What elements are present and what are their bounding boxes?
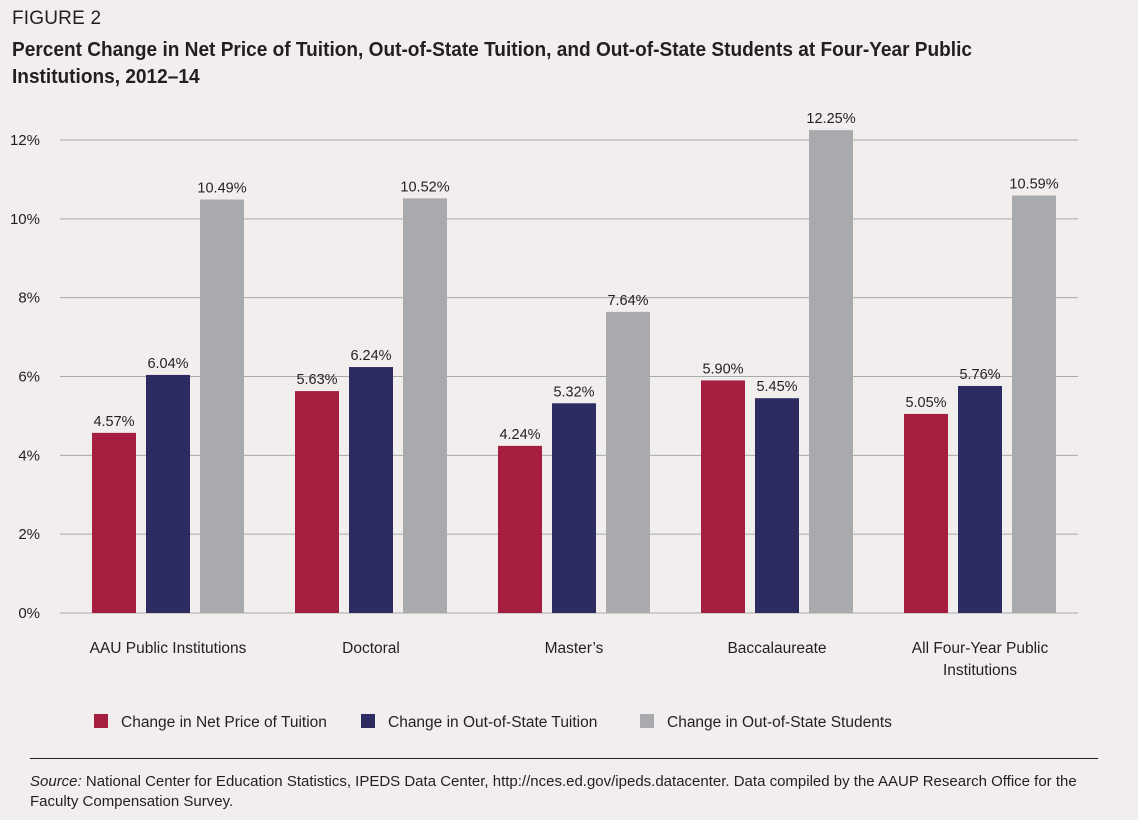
legend-label: Change in Net Price of Tuition: [121, 714, 327, 731]
data-label: 10.49%: [197, 181, 246, 197]
bar: [701, 380, 745, 613]
x-category-label: Baccalaureate: [727, 640, 826, 657]
source-text: National Center for Education Statistics…: [30, 773, 1077, 810]
bar: [349, 367, 393, 613]
y-tick-label: 10%: [10, 211, 40, 228]
source-lead: Source:: [30, 773, 82, 790]
bar: [552, 403, 596, 613]
x-category-label: AAU Public Institutions: [90, 640, 247, 657]
legend-swatch: [640, 714, 654, 728]
divider-rule: [30, 758, 1098, 759]
y-tick-label: 2%: [18, 526, 40, 543]
legend-label: Change in Out-of-State Students: [667, 714, 892, 731]
legend: Change in Net Price of Tuition Change in …: [94, 714, 892, 731]
bar: [958, 385, 1002, 613]
data-label: 10.52%: [400, 179, 449, 195]
y-tick-label: 4%: [18, 447, 40, 464]
data-label: 5.32%: [553, 384, 594, 400]
bar: [92, 432, 136, 613]
data-label: 5.76%: [959, 367, 1000, 383]
data-label: 5.63%: [296, 372, 337, 388]
legend-swatch: [361, 714, 375, 728]
figure-label: FIGURE 2: [12, 8, 102, 29]
bar-chart: 0% 2% 4% 6% 8% 10% 12% 4.57% 6.04% 10.49% 5.63% 6.…: [10, 111, 1078, 731]
y-axis: 0% 2% 4% 6% 8% 10% 12%: [10, 132, 40, 622]
data-label: 5.90%: [702, 361, 743, 377]
x-category-label: Master’s: [545, 640, 604, 657]
data-label: 10.59%: [1009, 177, 1058, 193]
x-category-label: All Four-Year Public: [912, 640, 1049, 657]
chart-title: Percent Change in Net Price of Tuition, …: [12, 38, 972, 88]
bar: [606, 311, 650, 613]
y-tick-label: 0%: [18, 605, 40, 622]
bar: [755, 398, 799, 613]
bar: [295, 391, 339, 613]
bar: [146, 374, 190, 613]
y-tick-label: 12%: [10, 132, 40, 149]
legend-label: Change in Out-of-State Tuition: [388, 714, 597, 731]
bar: [498, 445, 542, 613]
data-label: 6.04%: [147, 356, 188, 372]
x-category-label: Institutions: [943, 662, 1017, 679]
data-label: 12.25%: [806, 111, 855, 127]
data-label: 4.57%: [93, 414, 134, 430]
y-tick-label: 6%: [18, 369, 40, 386]
data-label: 4.24%: [499, 427, 540, 443]
y-tick-label: 8%: [18, 290, 40, 307]
legend-swatch: [94, 714, 108, 728]
data-label: 5.05%: [905, 395, 946, 411]
data-label: 6.24%: [350, 348, 391, 364]
x-axis: AAU Public Institutions Doctoral Master’s B…: [90, 640, 1049, 679]
bar: [200, 199, 244, 613]
data-label: 7.64%: [607, 293, 648, 309]
x-category-label: Doctoral: [342, 640, 400, 657]
bars: [92, 130, 1056, 614]
bar: [403, 198, 447, 613]
bar: [904, 413, 948, 613]
bar: [1012, 195, 1056, 613]
data-labels: 4.57% 6.04% 10.49% 5.63% 6.24% 10.52% 4.24% 5.3…: [93, 111, 1058, 443]
bar: [809, 130, 853, 614]
data-label: 5.45%: [756, 379, 797, 395]
source-note: Source: National Center for Education St…: [30, 772, 1100, 812]
